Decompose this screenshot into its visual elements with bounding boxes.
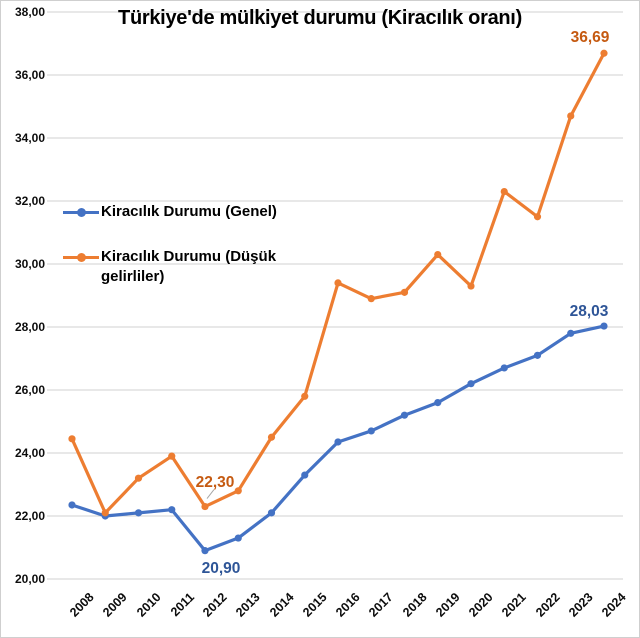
y-tick-label: 20,00 [14,571,45,586]
series-marker [301,471,309,479]
series-marker [201,502,209,511]
y-tick-label: 32,00 [14,193,45,208]
series-marker [234,534,242,542]
y-tick-label: 36,00 [14,67,45,82]
series-marker [500,364,508,372]
series-marker [68,435,76,443]
y-tick-label: 24,00 [14,445,45,460]
series-marker [600,49,608,57]
data-label: 28,03 [569,303,609,321]
data-label: 22,30 [195,473,235,491]
legend-marker-icon [77,253,86,262]
series-marker [500,187,508,196]
legend-label-dusuk-gelirliler: Kiracılık Durumu (Düşük gelirliler) [101,248,277,285]
y-tick-label: 28,00 [14,319,45,334]
series-marker [134,509,143,517]
data-label: 36,69 [570,29,610,47]
legend-item-dusuk-gelirliler: Kiracılık Durumu (Düşük gelirliler) [63,247,301,287]
legend-item-genel: Kiracılık Durumu (Genel) [63,202,301,222]
series-marker [533,351,542,359]
series-marker [400,411,409,419]
series-marker [600,322,608,330]
legend-marker-icon [77,208,86,217]
series-marker [400,288,409,296]
data-label: 20,90 [201,559,241,577]
legend-label-genel: Kiracılık Durumu (Genel) [101,203,277,220]
series-marker [533,213,542,221]
series-marker [434,250,442,259]
series-marker [267,433,276,441]
y-tick-label: 22,00 [14,508,45,523]
series-marker [134,474,143,482]
series-marker [434,399,442,407]
series-marker [267,509,276,517]
series-line-0 [70,324,606,553]
series-marker [467,380,475,388]
series-marker [101,509,109,517]
chart-title: Türkiye'de mülkiyet durumu (Kiracılık or… [118,7,522,29]
series-marker [201,547,209,555]
y-tick-label: 30,00 [14,256,45,271]
series-marker [367,427,375,435]
legend-swatch-dusuk-gelirliler [63,247,99,267]
y-tick-label: 38,00 [14,4,45,19]
series-marker [567,329,575,337]
series-marker [168,452,176,460]
series-marker [567,112,575,120]
series-marker [367,295,375,303]
series-marker [334,279,342,287]
series-marker [234,487,242,495]
legend: Kiracılık Durumu (Genel) Kiracılık Durum… [63,202,301,312]
y-tick-label: 26,00 [14,382,45,397]
leader-line [206,489,215,499]
series-marker [68,501,76,509]
series-marker [334,438,342,446]
legend-swatch-genel [63,202,99,222]
y-tick-label: 34,00 [14,130,45,145]
series-marker [168,506,176,514]
series-marker [301,392,309,400]
series-marker [467,282,475,290]
